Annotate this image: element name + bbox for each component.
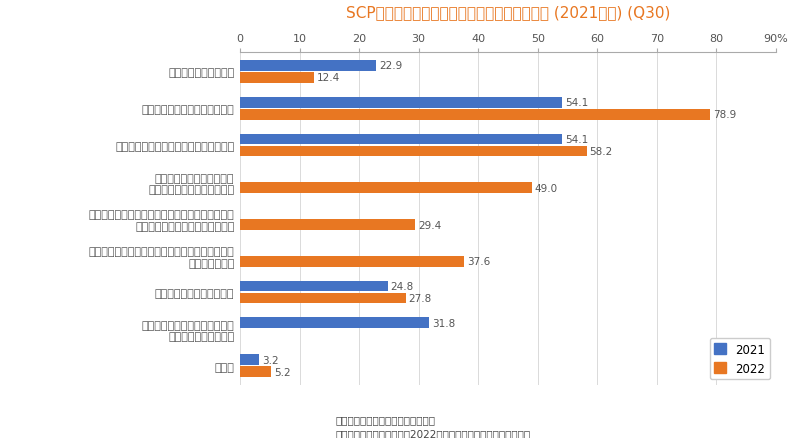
Bar bbox=[240, 256, 464, 267]
Bar bbox=[240, 61, 376, 72]
Text: 5.2: 5.2 bbox=[274, 367, 290, 377]
Bar bbox=[240, 366, 271, 377]
Text: 注釈１：当てはまるものすべて回答: 注釈１：当てはまるものすべて回答 bbox=[336, 415, 436, 425]
Title: SCPに関する方針・コミットメントの策定状況 (2021年比) (Q30): SCPに関する方針・コミットメントの策定状況 (2021年比) (Q30) bbox=[346, 5, 670, 20]
Bar bbox=[240, 98, 562, 108]
Text: 24.8: 24.8 bbox=[390, 281, 414, 291]
Text: 54.1: 54.1 bbox=[565, 98, 589, 108]
Bar bbox=[240, 220, 415, 230]
Bar bbox=[240, 318, 430, 328]
Text: 49.0: 49.0 bbox=[534, 184, 558, 193]
Text: 27.8: 27.8 bbox=[409, 293, 432, 304]
Text: 31.8: 31.8 bbox=[432, 318, 456, 328]
Text: 12.4: 12.4 bbox=[317, 73, 340, 83]
Text: 54.1: 54.1 bbox=[565, 134, 589, 145]
Bar bbox=[240, 73, 314, 84]
Text: 22.9: 22.9 bbox=[379, 61, 402, 71]
Bar bbox=[240, 110, 710, 120]
Bar bbox=[240, 183, 532, 194]
Text: 29.4: 29.4 bbox=[418, 220, 442, 230]
Legend: 2021, 2022: 2021, 2022 bbox=[710, 338, 770, 380]
Text: 37.6: 37.6 bbox=[467, 257, 490, 267]
Bar bbox=[240, 354, 259, 365]
Text: 78.9: 78.9 bbox=[713, 110, 736, 120]
Bar bbox=[240, 134, 562, 145]
Bar bbox=[240, 146, 586, 157]
Text: 注釈２：表示がないものは2022年調査で追加・削除された選択肢: 注釈２：表示がないものは2022年調査で追加・削除された選択肢 bbox=[336, 428, 531, 438]
Bar bbox=[240, 293, 406, 304]
Text: 58.2: 58.2 bbox=[590, 147, 613, 157]
Text: 3.2: 3.2 bbox=[262, 355, 278, 365]
Bar bbox=[240, 281, 388, 292]
